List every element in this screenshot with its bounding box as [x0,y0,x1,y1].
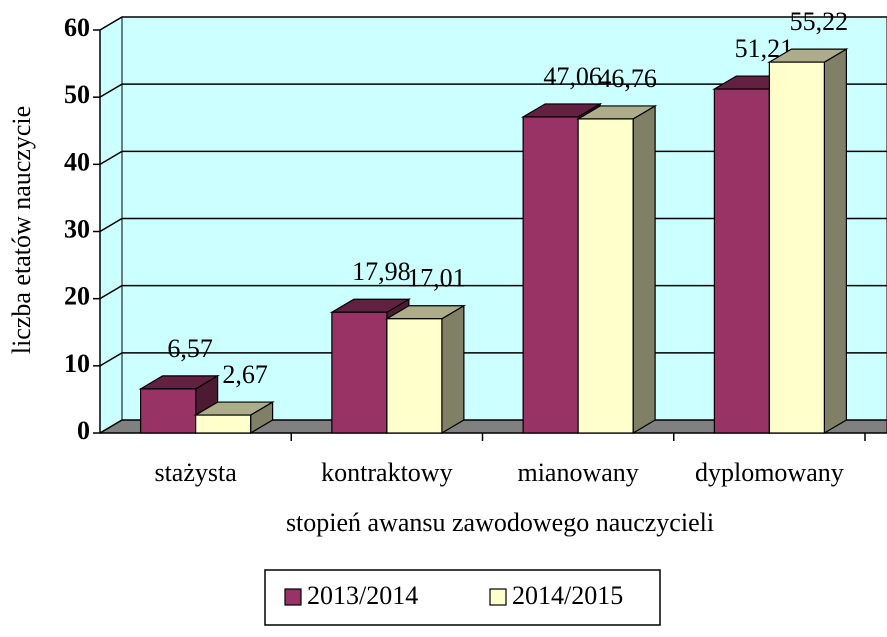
value-label: 2,67 [222,360,268,389]
y-tick-label: 60 [64,13,90,42]
grid-line [99,16,887,31]
bar [331,311,388,434]
value-label: 6,57 [167,334,213,363]
legend-swatch [489,588,507,606]
y-axis-title: liczba etatów nauczycie [7,106,36,354]
value-label: 46,76 [598,64,657,93]
bar-side [632,104,656,435]
y-tick-label: 50 [64,80,90,109]
x-tick-label: dyplomowany [695,458,844,487]
y-tick-label: 40 [64,147,90,176]
x-tick-label: stażysta [154,458,237,487]
grid-line [99,83,887,98]
value-label: 47,06 [543,62,602,91]
y-tick-label: 20 [64,282,90,311]
bar [713,88,770,434]
x-axis-title: stopień awansu zawodowego nauczycieli [286,508,714,537]
bar [386,318,443,434]
x-tick-label: mianowany [517,458,638,487]
y-tick-label: 0 [77,416,90,445]
bar [577,118,634,434]
bar [195,414,252,434]
y-tick-label: 10 [64,349,90,378]
value-label: 17,01 [407,264,466,293]
value-label: 17,98 [352,257,411,286]
legend-box [264,569,661,626]
legend-label: 2013/2014 [307,581,418,610]
legend-swatch [284,588,302,606]
x-tick-label: kontraktowy [321,458,452,487]
legend-label: 2014/2015 [512,581,623,610]
y-tick-label: 30 [64,214,90,243]
bar [140,388,197,434]
bar [522,116,579,434]
bar-side [823,48,847,435]
value-label: 55,22 [790,7,849,36]
bar-side [441,304,465,435]
bar [768,61,825,434]
